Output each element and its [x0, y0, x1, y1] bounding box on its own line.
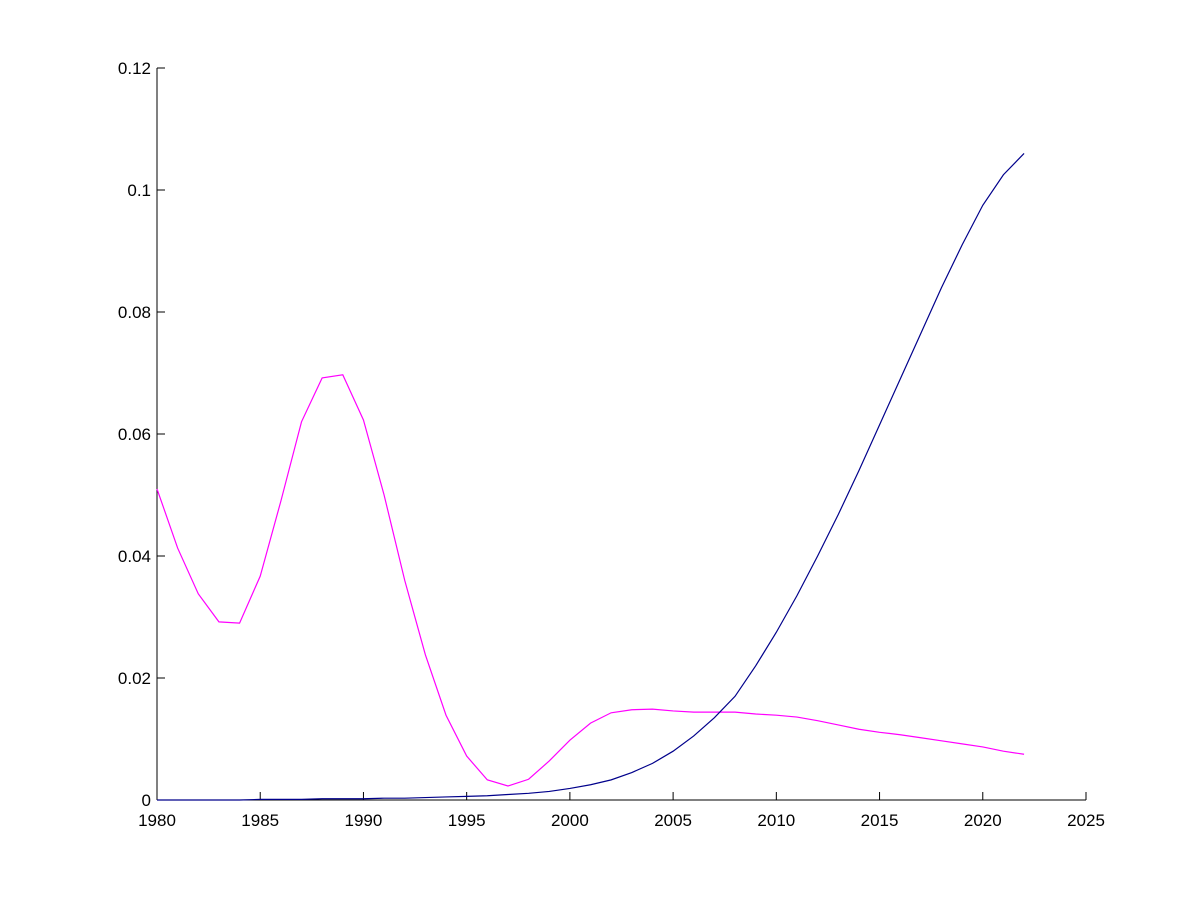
x-tick-label: 2020: [964, 811, 1002, 830]
y-tick-label: 0.1: [127, 181, 151, 200]
y-tick-label: 0.12: [118, 59, 151, 78]
x-tick-label: 1995: [448, 811, 486, 830]
y-tick-label: 0.04: [118, 547, 151, 566]
x-tick-label: 1990: [345, 811, 383, 830]
x-tick-label: 2010: [757, 811, 795, 830]
y-tick-label: 0.08: [118, 303, 151, 322]
x-tick-label: 2000: [551, 811, 589, 830]
series-line: [157, 152, 1025, 801]
y-tick-label: 0.02: [118, 669, 151, 688]
y-tick-label: 0: [142, 791, 151, 810]
y-tick-label: 0.06: [118, 425, 151, 444]
x-tick-label: 2015: [861, 811, 899, 830]
series-line: [156, 374, 1025, 787]
x-tick-label: 1985: [241, 811, 279, 830]
x-tick-label: 1980: [138, 811, 176, 830]
x-tick-label: 2005: [654, 811, 692, 830]
x-tick-label: 2025: [1067, 811, 1105, 830]
